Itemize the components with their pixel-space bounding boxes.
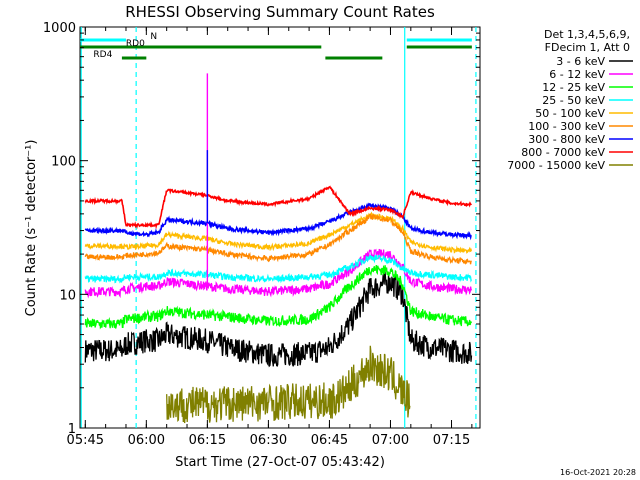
state-bar-label: RD4 bbox=[93, 50, 112, 60]
series-line bbox=[84, 264, 473, 330]
y-tick-label: 1000 bbox=[43, 21, 76, 36]
x-tick-label: 06:30 bbox=[250, 433, 287, 448]
y-axis-label: Count Rate (s⁻¹ detector⁻¹) bbox=[24, 140, 39, 317]
series-line bbox=[84, 185, 472, 230]
x-tick-label: 06:15 bbox=[189, 433, 226, 448]
state-bars-layer: N RD0 RD4 bbox=[80, 32, 472, 60]
chart-title: RHESSI Observing Summary Count Rates bbox=[125, 3, 435, 21]
series-line bbox=[84, 202, 472, 241]
legend-entry-label: 6 - 12 keV bbox=[549, 68, 605, 81]
series-line bbox=[84, 212, 473, 265]
legend-header: FDecim 1, Att 0 bbox=[545, 41, 630, 54]
legend-header: Det 1,3,4,5,6,9, bbox=[544, 28, 630, 41]
x-tick-label: 07:00 bbox=[372, 433, 409, 448]
legend-entry-label: 12 - 25 keV bbox=[542, 81, 605, 94]
x-tick-label: 06:45 bbox=[311, 433, 348, 448]
legend-entry-label: 50 - 100 keV bbox=[535, 107, 605, 120]
legend-entry-label: 3 - 6 keV bbox=[556, 55, 605, 68]
legend-entry-label: 100 - 300 keV bbox=[528, 120, 605, 133]
y-tick-label: 100 bbox=[51, 155, 76, 170]
state-bar-label: RD0 bbox=[126, 39, 145, 49]
y-tick-label: 10 bbox=[59, 288, 76, 303]
legend: Det 1,3,4,5,6,9,FDecim 1, Att 03 - 6 keV… bbox=[507, 28, 633, 172]
legend-entry-label: 300 - 800 keV bbox=[528, 133, 605, 146]
legend-entry-label: 7000 - 15000 keV bbox=[507, 159, 605, 172]
series-line bbox=[84, 254, 473, 284]
x-tick-label: 05:45 bbox=[67, 433, 104, 448]
series-line bbox=[84, 271, 473, 368]
state-bar-label: N bbox=[150, 32, 157, 42]
series-line bbox=[84, 248, 473, 299]
axes-layer: 1 10 100 1000 05:45 06:00 06:15 06:30 06:45 07:00… bbox=[43, 21, 480, 448]
legend-entry-label: 800 - 7000 keV bbox=[521, 146, 605, 159]
x-tick-label: 07:15 bbox=[433, 433, 470, 448]
plot-frame bbox=[79, 26, 481, 429]
series-line bbox=[166, 345, 411, 424]
grid-layer bbox=[80, 27, 477, 428]
footer-timestamp: 16-Oct-2021 20:28 bbox=[560, 468, 636, 477]
x-tick-label: 06:00 bbox=[128, 433, 165, 448]
series-line bbox=[84, 211, 473, 255]
y-tick-label: 1 bbox=[68, 422, 76, 437]
data-layer bbox=[84, 73, 473, 424]
legend-entry-label: 25 - 50 keV bbox=[542, 94, 605, 107]
x-axis-label: Start Time (27-Oct-07 05:43:42) bbox=[175, 455, 385, 470]
